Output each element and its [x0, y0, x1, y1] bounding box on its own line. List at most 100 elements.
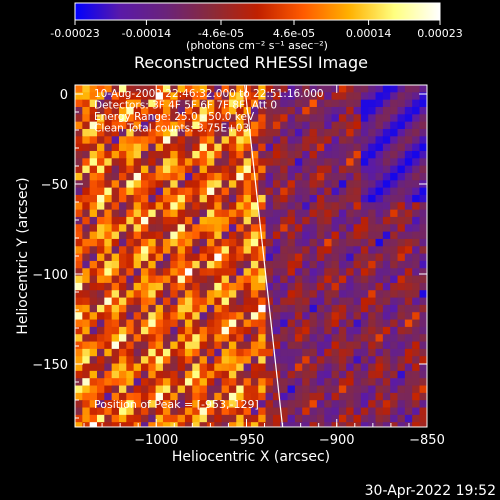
heatmap-cell [375, 356, 384, 365]
heatmap-cell [133, 348, 142, 357]
heatmap-cell [221, 282, 230, 291]
heatmap-cell [324, 400, 333, 409]
heatmap-cell [104, 260, 113, 269]
heatmap-cell [412, 253, 421, 262]
heatmap-cell [404, 209, 413, 218]
heatmap-cell [250, 85, 259, 93]
heatmap-cell [309, 378, 318, 387]
heatmap-cell [243, 319, 252, 328]
heatmap-cell [382, 356, 391, 365]
heatmap-cell [111, 370, 120, 379]
heatmap-cell [382, 275, 391, 284]
heatmap-cell [346, 158, 355, 167]
heatmap-cell [236, 246, 245, 255]
heatmap-cell [272, 194, 281, 203]
heatmap-cell [404, 150, 413, 159]
heatmap-cell [177, 282, 186, 291]
heatmap-cell [287, 341, 296, 350]
heatmap-cell [111, 99, 120, 108]
heatmap-cell [140, 334, 149, 343]
heatmap-cell [170, 99, 179, 108]
heatmap-cell [280, 165, 289, 174]
heatmap-cell [250, 158, 259, 167]
heatmap-cell [302, 253, 311, 262]
heatmap-cell [243, 260, 252, 269]
heatmap-cell [375, 348, 384, 357]
heatmap-cell [404, 312, 413, 321]
heatmap-cell [162, 231, 171, 240]
heatmap-cell [126, 370, 135, 379]
heatmap-cell [265, 114, 274, 123]
heatmap-cell [170, 187, 179, 196]
heatmap-cell [265, 106, 274, 115]
heatmap-cell [353, 378, 362, 387]
heatmap-cell [140, 246, 149, 255]
heatmap-cell [331, 385, 340, 394]
heatmap-cell [111, 400, 120, 409]
heatmap-cell [324, 282, 333, 291]
heatmap-cell [302, 348, 311, 357]
heatmap-cell [184, 136, 193, 145]
heatmap-cell [272, 172, 281, 181]
heatmap-cell [419, 253, 427, 262]
heatmap-cell [250, 407, 259, 416]
heatmap-cell [243, 304, 252, 313]
heatmap-cell [75, 385, 83, 394]
heatmap-cell [192, 128, 201, 137]
heatmap-cell [162, 136, 171, 145]
heatmap-cell [177, 85, 186, 93]
heatmap-cell [184, 209, 193, 218]
heatmap-cell [243, 187, 252, 196]
heatmap-cell [170, 275, 179, 284]
heatmap-cell [419, 385, 427, 394]
heatmap-cell [287, 392, 296, 401]
heatmap-cell [346, 275, 355, 284]
heatmap-cell [148, 400, 157, 409]
heatmap-cell [133, 378, 142, 387]
heatmap-cell [104, 114, 113, 123]
heatmap-cell [382, 106, 391, 115]
heatmap-cell [316, 158, 325, 167]
heatmap-cell [243, 246, 252, 255]
heatmap-cell [316, 356, 325, 365]
heatmap-cell [250, 348, 259, 357]
heatmap-cell [140, 297, 149, 306]
heatmap-cell [155, 370, 164, 379]
heatmap-cell [221, 216, 230, 225]
heatmap-cell [236, 216, 245, 225]
heatmap-cell [390, 312, 399, 321]
heatmap-cell [316, 128, 325, 137]
heatmap-cell [353, 260, 362, 269]
heatmap-cell [360, 246, 369, 255]
heatmap-cell [265, 253, 274, 262]
heatmap-cell [360, 121, 369, 130]
heatmap-cell [162, 209, 171, 218]
heatmap-cell [89, 268, 98, 277]
heatmap-cell [184, 172, 193, 181]
heatmap-cell [294, 268, 303, 277]
heatmap-cell [192, 202, 201, 211]
heatmap-cell [338, 253, 347, 262]
heatmap-cell [426, 260, 427, 269]
heatmap-cell [155, 253, 164, 262]
heatmap-cell [346, 363, 355, 372]
heatmap-cell [148, 414, 157, 423]
heatmap-cell [162, 85, 171, 93]
heatmap-cell [111, 260, 120, 269]
heatmap-cell [294, 85, 303, 93]
heatmap-cell [199, 385, 208, 394]
heatmap-cell [250, 165, 259, 174]
heatmap-cell [89, 114, 98, 123]
heatmap-cell [236, 224, 245, 233]
heatmap-cell [206, 326, 215, 335]
heatmap-cell [162, 275, 171, 284]
heatmap-cell [331, 165, 340, 174]
heatmap-cell [221, 158, 230, 167]
heatmap-cell [155, 290, 164, 299]
heatmap-cell [192, 282, 201, 291]
heatmap-cell [302, 106, 311, 115]
heatmap-cell [75, 326, 83, 335]
heatmap-cell [309, 209, 318, 218]
heatmap-cell [199, 407, 208, 416]
heatmap-cell [419, 150, 427, 159]
